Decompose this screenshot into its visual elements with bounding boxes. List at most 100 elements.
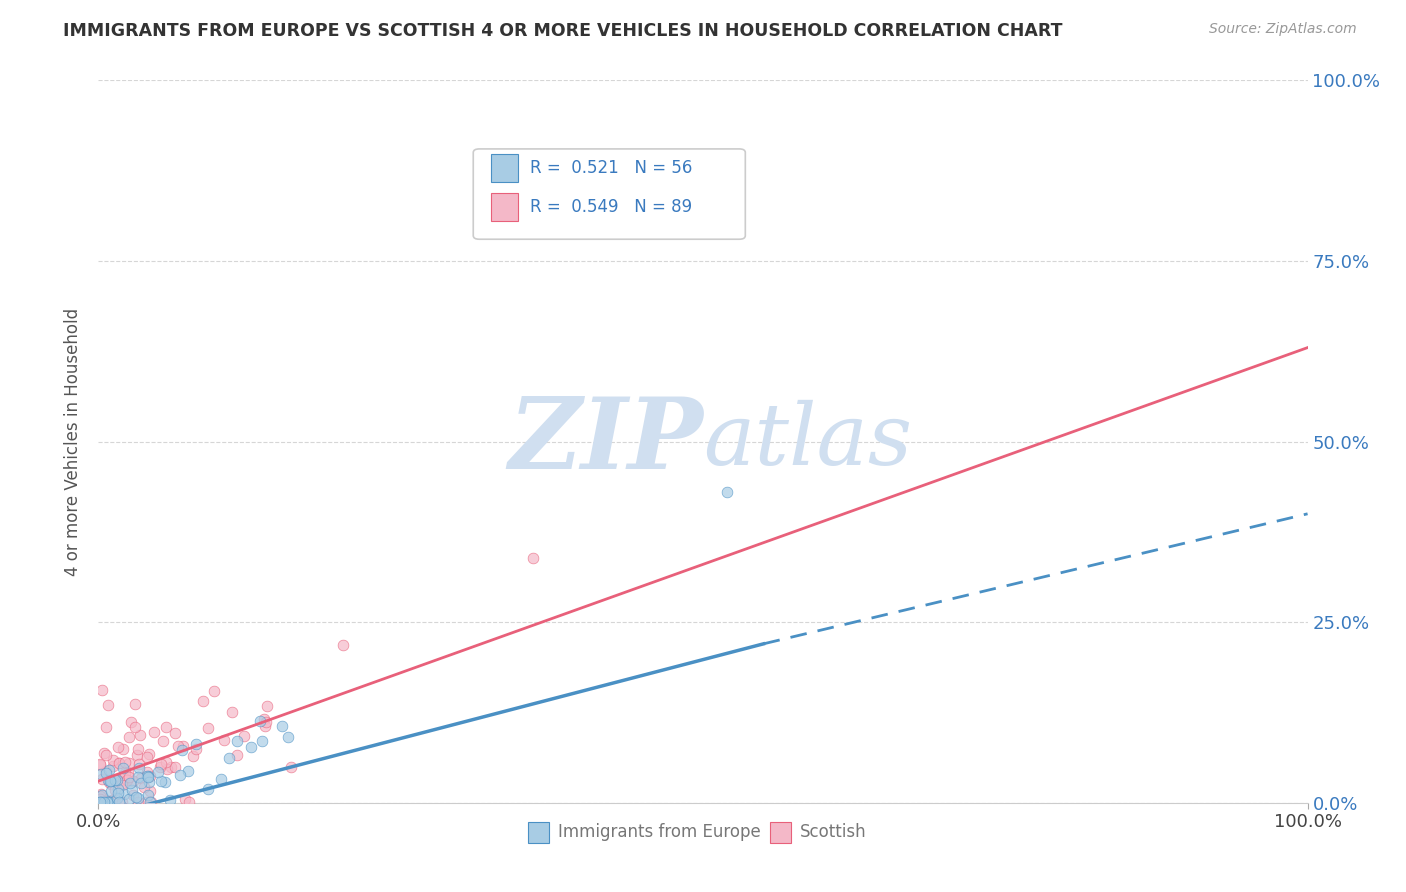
Point <box>112 788 135 802</box>
Point <box>89 795 111 809</box>
FancyBboxPatch shape <box>474 149 745 239</box>
Point <box>172 743 194 757</box>
Point <box>107 781 129 796</box>
Point <box>197 782 219 797</box>
Point <box>141 795 163 809</box>
Point <box>97 775 120 789</box>
Point <box>107 795 129 809</box>
Point <box>172 739 194 754</box>
Point <box>112 761 135 775</box>
Point <box>108 756 131 771</box>
Point <box>173 792 195 806</box>
Point <box>280 760 302 774</box>
Point <box>98 795 121 809</box>
Point <box>97 764 120 778</box>
Point <box>135 750 157 764</box>
Point <box>100 773 122 788</box>
Point <box>254 715 277 730</box>
Point <box>89 757 111 772</box>
Point <box>127 795 149 809</box>
Point <box>114 765 136 780</box>
Point <box>221 705 243 719</box>
Point <box>96 764 118 778</box>
Point <box>156 762 179 776</box>
Point <box>121 774 143 789</box>
Point <box>136 769 159 783</box>
Point <box>197 722 219 736</box>
Point <box>93 795 115 809</box>
Point <box>117 764 139 779</box>
Point <box>89 795 111 809</box>
Point <box>270 718 292 732</box>
Point <box>716 485 738 500</box>
Point <box>93 795 115 809</box>
Point <box>139 784 162 798</box>
Point <box>104 795 127 809</box>
Point <box>138 747 160 761</box>
Point <box>122 789 145 803</box>
Point <box>135 795 157 809</box>
Point <box>90 767 112 781</box>
Point <box>97 795 120 809</box>
Point <box>249 714 271 728</box>
Point <box>118 771 141 785</box>
Point <box>121 783 143 797</box>
Point <box>250 733 273 747</box>
Point <box>118 756 141 770</box>
Point <box>107 786 129 800</box>
Point <box>129 771 152 785</box>
Point <box>98 795 121 809</box>
Point <box>177 764 200 778</box>
Point <box>94 766 117 780</box>
Point <box>522 550 544 565</box>
Point <box>124 789 146 804</box>
Bar <box>492 194 517 220</box>
Point <box>209 772 232 786</box>
Text: R =  0.549   N = 89: R = 0.549 N = 89 <box>530 198 692 216</box>
Point <box>100 784 122 798</box>
Point <box>184 737 207 751</box>
Point <box>100 793 122 807</box>
Point <box>165 760 187 774</box>
Bar <box>527 822 550 843</box>
Point <box>177 795 200 809</box>
Point <box>166 739 188 753</box>
Point <box>128 757 150 772</box>
Text: Scottish: Scottish <box>800 823 866 841</box>
Point <box>226 748 249 763</box>
Point <box>118 791 141 805</box>
Point <box>91 682 114 697</box>
Point <box>120 714 142 729</box>
Point <box>256 698 278 713</box>
Point <box>155 720 177 734</box>
Bar <box>769 822 792 843</box>
Point <box>111 770 134 784</box>
Text: IMMIGRANTS FROM EUROPE VS SCOTTISH 4 OR MORE VEHICLES IN HOUSEHOLD CORRELATION C: IMMIGRANTS FROM EUROPE VS SCOTTISH 4 OR … <box>63 22 1063 40</box>
Point <box>94 720 117 734</box>
Point <box>127 742 149 756</box>
Point <box>136 789 159 803</box>
Point <box>253 719 276 733</box>
Point <box>90 789 112 803</box>
Point <box>89 789 111 803</box>
Point <box>159 793 181 807</box>
Point <box>96 795 118 809</box>
Point <box>104 772 127 787</box>
Text: R =  0.521   N = 56: R = 0.521 N = 56 <box>530 159 693 177</box>
Point <box>101 753 124 767</box>
Point <box>129 728 152 742</box>
Text: Source: ZipAtlas.com: Source: ZipAtlas.com <box>1209 22 1357 37</box>
Point <box>152 734 174 748</box>
Point <box>253 712 276 726</box>
Point <box>332 639 354 653</box>
Point <box>240 739 263 754</box>
Point <box>155 775 177 789</box>
Point <box>218 751 240 765</box>
Point <box>105 773 128 788</box>
Point <box>111 742 134 756</box>
Point <box>212 733 235 747</box>
Point <box>94 747 117 762</box>
Point <box>191 693 214 707</box>
Point <box>111 779 134 793</box>
Point <box>115 772 138 787</box>
